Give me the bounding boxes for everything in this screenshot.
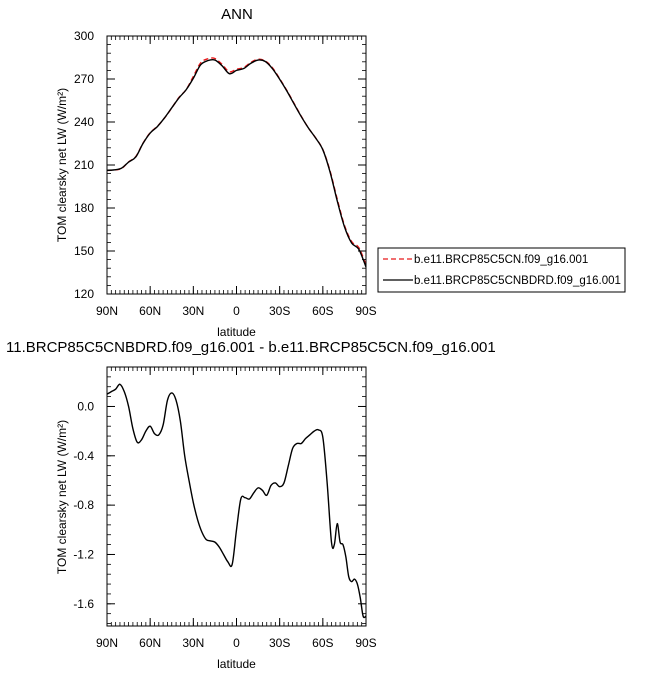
bottom-panel-title: 11.BRCP85C5CNBDRD.f09_g16.001 - b.e11.BR… [6,339,496,356]
y-tick-label: 120 [74,287,94,301]
y-tick-label: -0.8 [73,498,94,512]
x-tick-label: 30N [182,636,204,650]
y-tick-label: -1.6 [73,597,94,611]
bottom-panel: 11.BRCP85C5CNBDRD.f09_g16.001 - b.e11.BR… [6,339,496,671]
bottom-plot-frame [106,366,367,627]
legend-label-experiment: b.e11.BRCP85C5CNBDRD.f09_g16.001 [414,275,621,287]
y-tick-label: 180 [74,201,94,215]
y-tick-label: 240 [74,115,94,129]
x-tick-label: 60S [312,636,333,650]
series-line-1-0 [106,383,367,619]
legend: b.e11.BRCP85C5CN.f09_g16.001 b.e11.BRCP8… [377,247,626,293]
legend-box [377,247,626,293]
x-tick-label: 30S [269,636,290,650]
y-tick-label: 270 [74,72,94,86]
y-tick-label: 150 [74,244,94,258]
x-tick-label: 30N [182,304,204,318]
y-tick-label: -0.4 [73,449,94,463]
top-yaxis-label: TOM clearsky net LW (W/m²) [55,88,69,242]
series-line-0-1 [106,58,367,268]
x-tick-label: 90N [96,304,118,318]
y-tick-label: 300 [74,29,94,43]
bottom-axis-ticks: 90N 60N 30N 0 30S 60S 90S -1.6 -1.2 -0.8 -0.4 0.0 [73,366,377,650]
x-tick-label: 0 [233,304,240,318]
x-tick-label: 90S [355,636,376,650]
y-tick-label: -1.2 [73,547,94,561]
legend-label-control: b.e11.BRCP85C5CN.f09_g16.001 [414,254,588,266]
x-tick-label: 60N [139,636,161,650]
top-panel-title: ANN [221,6,253,23]
x-tick-label: 60N [139,304,161,318]
x-tick-label: 0 [233,636,240,650]
bottom-yaxis-label: TOM clearsky net LW (W/m²) [55,420,69,574]
x-tick-label: 90S [355,304,376,318]
bottom-xaxis-label: latitude [217,657,256,671]
y-tick-label: 0.0 [77,399,94,413]
top-axis-ticks: 90N 60N 30N 0 30S 60S 90S 120 150 180 210 240 270 300 [74,29,377,318]
top-panel: ANN 90N 60N 30N 0 30S 60S 90S 120 150 180 210 240 27… [55,6,377,339]
x-tick-label: 90N [96,636,118,650]
bottom-plot-lines [106,383,367,619]
top-plot-frame [106,35,367,295]
y-tick-label: 210 [74,158,94,172]
top-xaxis-label: latitude [217,325,256,339]
x-tick-label: 30S [269,304,290,318]
top-plot-lines [106,57,367,268]
x-tick-label: 60S [312,304,333,318]
